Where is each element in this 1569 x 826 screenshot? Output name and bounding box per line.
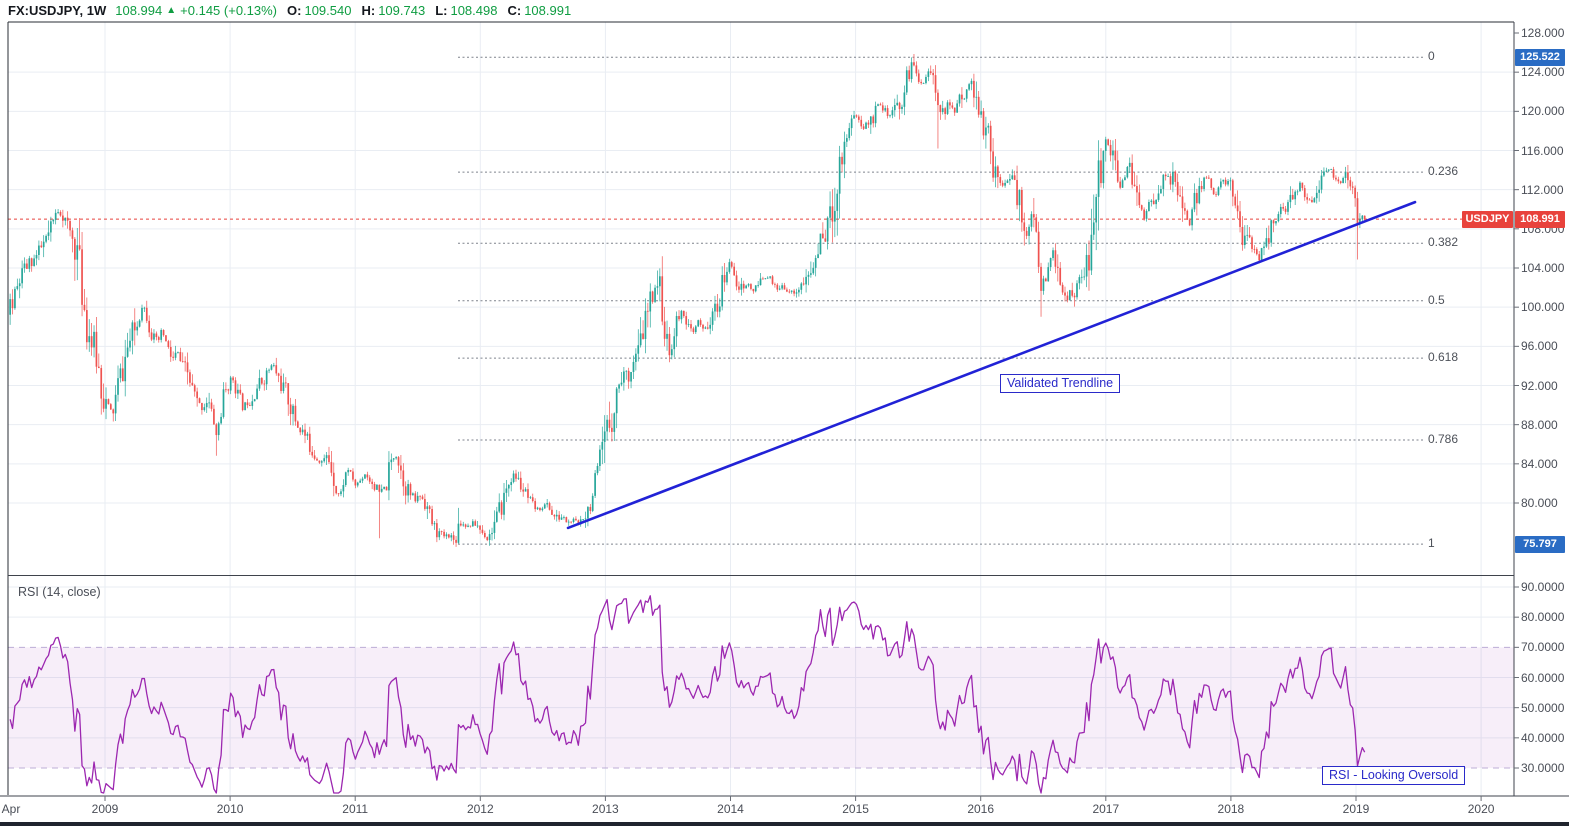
low-label: L: — [435, 3, 448, 18]
fib-level-label: 0.5 — [1428, 292, 1445, 307]
open-value: 109.540 — [304, 3, 352, 18]
symbol-title[interactable]: FX:USDJPY, 1W — [8, 3, 107, 18]
rsi-axis-label: 30.0000 — [1521, 761, 1565, 775]
rsi-axis-label: 70.0000 — [1521, 640, 1565, 655]
fib-level-label: 0.236 — [1428, 164, 1459, 179]
time-axis-year-label: 2012 — [466, 802, 494, 816]
rsi-axis-label: 60.0000 — [1521, 670, 1565, 685]
price-axis-label: 128.000 — [1521, 26, 1565, 40]
open-label: O: — [287, 3, 302, 18]
fib-level-label: 1 — [1428, 536, 1435, 551]
last-price: 108.994 — [115, 3, 163, 18]
time-axis-year-label: 2009 — [91, 802, 119, 816]
time-axis-year-label: 2018 — [1217, 802, 1245, 816]
price-axis-label: 116.000 — [1521, 143, 1564, 158]
time-axis-year-label: 2015 — [842, 802, 869, 816]
price-axis-label: 80.000 — [1521, 496, 1558, 510]
rsi-line[interactable] — [9, 595, 1366, 794]
rsi-axis-label: 40.0000 — [1521, 730, 1565, 745]
fib-level-label: 0.382 — [1428, 235, 1459, 250]
fib-level-label: 0.786 — [1428, 431, 1459, 446]
rsi-annotation[interactable]: RSI - Looking Oversold — [1322, 766, 1466, 785]
candles-up — [9, 62, 1364, 543]
time-axis-year-label: 2014 — [717, 802, 744, 816]
price-axis-label: 120.000 — [1521, 104, 1565, 119]
pane-divider[interactable] — [0, 573, 1514, 578]
price-axis-label: 112.000 — [1521, 182, 1564, 197]
price-axis-label: 96.000 — [1521, 339, 1558, 354]
current-price-tag: 108.991 — [1515, 210, 1565, 228]
time-axis-year-label: 2010 — [216, 802, 244, 816]
price-change: +0.145 (+0.13%) — [180, 3, 278, 18]
price-axis-label: 100.000 — [1521, 300, 1565, 315]
price-axis-label: 104.000 — [1521, 261, 1565, 275]
high-value: 109.743 — [378, 3, 426, 18]
time-axis-month-label: Apr — [1, 802, 21, 816]
price-axis-label: 92.000 — [1521, 378, 1558, 393]
candles-down — [11, 62, 1366, 543]
price-axis[interactable]: 125.522 108.991 75.797 128.000 124.000 120… — [1514, 22, 1569, 796]
close-value: 108.991 — [524, 3, 572, 18]
time-axis-year-label: 2020 — [1467, 802, 1495, 816]
current-price-symbol-tag: USDJPY — [1462, 210, 1513, 228]
time-axis-year-label: 2011 — [342, 802, 369, 816]
fib-high-price-tag: 125.522 — [1515, 48, 1565, 66]
price-axis-label: 84.000 — [1521, 456, 1558, 471]
fib-low-price-tag: 75.797 — [1515, 535, 1565, 553]
price-axis-label: 124.000 — [1521, 65, 1565, 80]
fib-level-label: 0 — [1428, 49, 1435, 64]
rsi-axis-label: 80.0000 — [1521, 610, 1565, 625]
time-axis-year-label: 2019 — [1342, 802, 1370, 816]
fib-level-label: 0.618 — [1428, 350, 1459, 365]
low-value: 108.498 — [450, 3, 498, 18]
time-axis-year-label: 2016 — [967, 802, 995, 816]
rsi-axis-label: 90.0000 — [1521, 580, 1565, 594]
window-bottom-edge — [0, 822, 1569, 826]
rsi-legend[interactable]: RSI (14, close) — [18, 585, 101, 599]
candle-wicks-up — [9, 57, 1363, 546]
candle-wicks-down — [12, 53, 1366, 547]
high-label: H: — [361, 3, 376, 18]
up-arrow-icon: ▲ — [166, 5, 177, 16]
price-axis-label: 88.000 — [1521, 417, 1558, 432]
close-label: C: — [507, 3, 522, 18]
time-axis[interactable]: Apr 2009 2010 2011 2012 2013 2014 2015 2016 2017 2… — [0, 796, 1569, 822]
time-axis-year-label: 2013 — [592, 802, 619, 816]
symbol-info-bar: FX:USDJPY, 1W 108.994 ▲ +0.145 (+0.13%) … — [8, 0, 571, 21]
rsi-band — [8, 647, 1514, 768]
time-axis-year-label: 2017 — [1092, 802, 1120, 816]
trendline-annotation[interactable]: Validated Trendline — [1000, 374, 1121, 393]
rsi-axis-label: 50.0000 — [1521, 700, 1565, 715]
trend-line[interactable] — [566, 200, 1417, 530]
